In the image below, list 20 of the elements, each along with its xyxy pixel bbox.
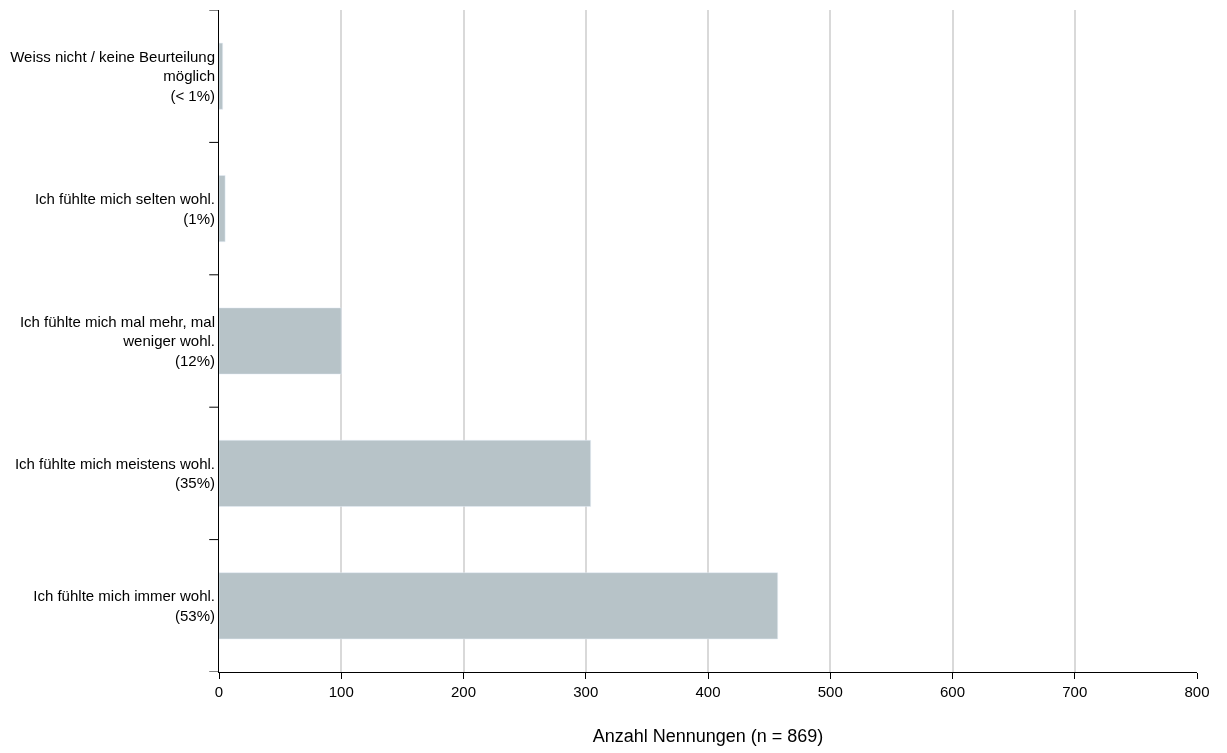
- bar: [219, 307, 342, 375]
- y-tick-label: Ich fühlte mich selten wohl. (1%): [34, 190, 215, 227]
- x-tick-label: 200: [450, 683, 477, 700]
- y-tick-label: Ich fühlte mich meistens wohl. (35%): [14, 454, 215, 492]
- x-tick-label: 300: [573, 683, 599, 700]
- y-tick-label: Ich fühlte mich mal mehr, mal weniger wohl. (12%): [19, 312, 215, 369]
- x-tick-label: 600: [939, 683, 966, 700]
- x-tick-label: 800: [1184, 683, 1210, 700]
- bar: [219, 175, 226, 242]
- y-tick-label: Ich fühlte mich immer wohl. (53%): [33, 587, 215, 624]
- x-tick-label: 100: [328, 683, 354, 700]
- bar: [219, 572, 778, 640]
- x-axis-title: Anzahl Nennungen (n = 869): [592, 726, 824, 747]
- x-tick-label: 700: [1062, 683, 1088, 700]
- x-tick-label: 500: [817, 683, 843, 700]
- bar: [219, 440, 591, 507]
- bar: [219, 42, 223, 110]
- x-tick-label: 400: [695, 683, 721, 700]
- y-tick-label: Weiss nicht / keine Beurteilung möglich (< 1%): [10, 47, 215, 104]
- x-tick-label: 0: [214, 683, 224, 700]
